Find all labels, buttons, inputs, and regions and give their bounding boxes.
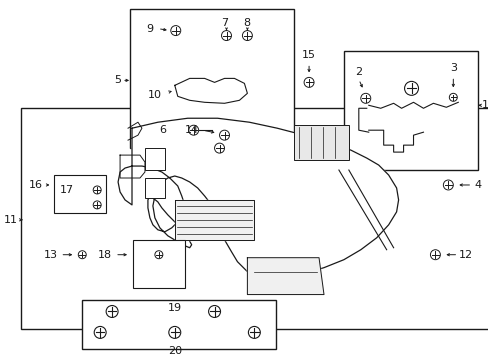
Polygon shape xyxy=(118,118,398,280)
Bar xyxy=(130,9,294,148)
Text: 14: 14 xyxy=(185,125,199,135)
Bar xyxy=(344,50,478,170)
Text: 10: 10 xyxy=(148,90,162,100)
Bar xyxy=(21,108,490,329)
Text: 5: 5 xyxy=(115,75,122,85)
Bar xyxy=(145,148,165,170)
Polygon shape xyxy=(175,200,254,240)
Text: 8: 8 xyxy=(243,18,250,28)
Text: 9: 9 xyxy=(147,24,153,33)
Text: 13: 13 xyxy=(44,250,57,260)
Text: 11: 11 xyxy=(3,215,18,225)
Bar xyxy=(133,240,185,288)
Text: 19: 19 xyxy=(168,302,182,312)
Text: 16: 16 xyxy=(28,180,43,190)
Text: 18: 18 xyxy=(98,250,112,260)
Text: 2: 2 xyxy=(355,67,363,77)
Text: 12: 12 xyxy=(459,250,473,260)
Text: 7: 7 xyxy=(221,18,228,28)
Bar xyxy=(54,175,106,213)
Bar xyxy=(82,300,276,349)
Text: 15: 15 xyxy=(302,50,316,60)
Text: 1: 1 xyxy=(482,100,489,110)
Polygon shape xyxy=(247,258,324,294)
Text: 20: 20 xyxy=(168,346,182,356)
Bar xyxy=(145,178,165,198)
Text: 17: 17 xyxy=(60,185,74,195)
Text: 4: 4 xyxy=(475,180,482,190)
Bar xyxy=(294,125,349,160)
Text: 6: 6 xyxy=(159,125,166,135)
Text: 3: 3 xyxy=(450,63,457,73)
